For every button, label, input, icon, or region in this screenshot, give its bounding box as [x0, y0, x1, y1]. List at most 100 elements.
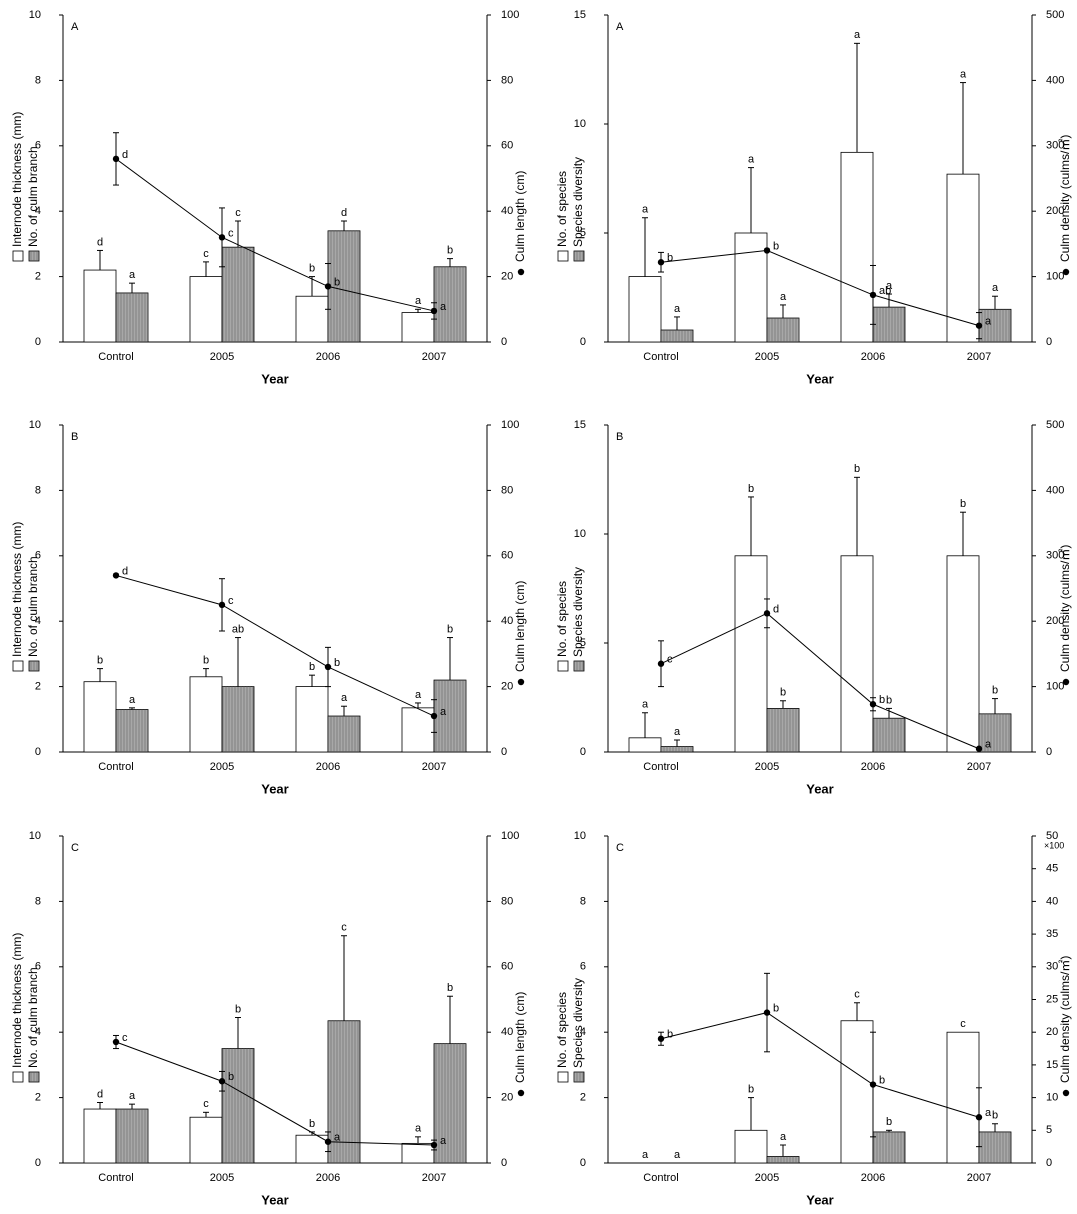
- y2-tick-label: 200: [1046, 615, 1064, 627]
- y2-tick-label: 300: [1046, 140, 1064, 152]
- legend-label: Culm length (cm): [513, 171, 527, 262]
- point: [975, 322, 983, 329]
- bar: [946, 173, 980, 343]
- point: [430, 307, 438, 315]
- y-tick-label: 6: [580, 961, 586, 973]
- legend-label: No. of species: [555, 992, 569, 1068]
- legend-swatch: [557, 1071, 569, 1083]
- point: [112, 1038, 120, 1046]
- y2-tick-label: 15: [1046, 1059, 1058, 1071]
- point: [869, 1081, 877, 1088]
- significance-letter: a: [440, 1135, 447, 1147]
- legend-hatch: [574, 661, 584, 671]
- y-tick-label: 0: [580, 746, 586, 758]
- legend-label: Internode thickness (mm): [10, 933, 24, 1068]
- bar: [946, 1031, 980, 1164]
- bar-hatch: [979, 309, 1011, 342]
- significance-letter: b: [97, 655, 103, 667]
- y2-tick-label: 50: [1046, 830, 1058, 842]
- bar-hatch: [873, 307, 905, 342]
- y2-tick-label: 300: [1046, 550, 1064, 562]
- significance-letter: a: [642, 204, 649, 216]
- x-tick-label: 2005: [210, 761, 234, 773]
- y-tick-label: 6: [35, 961, 41, 973]
- y2-tick-label: 0: [501, 746, 507, 758]
- legend-label: No. of culm branch: [26, 146, 40, 247]
- y2-tick-label: 100: [501, 9, 519, 21]
- legend-marker: [1062, 1089, 1070, 1097]
- significance-letter: a: [992, 282, 999, 294]
- point: [763, 1009, 771, 1016]
- point: [763, 247, 771, 254]
- legend-swatch: [557, 660, 569, 672]
- y2-tick-label: 20: [501, 1092, 513, 1104]
- point: [112, 572, 120, 579]
- legend-swatch: [12, 1071, 24, 1083]
- y2-tick-label: 0: [1046, 336, 1052, 348]
- significance-letter: a: [886, 280, 893, 292]
- significance-letter: a: [642, 699, 649, 711]
- significance-letter: a: [985, 739, 992, 751]
- panel-label: C: [71, 842, 79, 854]
- x-tick-label: 2005: [210, 1172, 234, 1184]
- significance-letter: a: [780, 1131, 787, 1143]
- bar: [189, 276, 223, 343]
- significance-letter: b: [334, 276, 340, 288]
- x-axis-title: Year: [261, 371, 288, 386]
- panel-label: A: [71, 21, 79, 33]
- significance-letter: a: [674, 726, 681, 738]
- significance-letter: d: [97, 1088, 103, 1100]
- x-axis-title: Year: [261, 1192, 288, 1207]
- legend-label: Culm density (culms/㎡): [1058, 956, 1072, 1083]
- point: [324, 663, 332, 671]
- y-tick-label: 10: [29, 419, 41, 431]
- significance-letter: b: [203, 655, 209, 667]
- panel-label: B: [71, 431, 78, 443]
- significance-letter: d: [122, 565, 128, 577]
- bar: [840, 555, 874, 753]
- y-tick-label: 5: [580, 637, 586, 649]
- significance-letter: c: [341, 922, 347, 934]
- y2-tick-label: 5: [1046, 1124, 1052, 1136]
- bar: [83, 269, 117, 343]
- y-tick-label: 10: [29, 9, 41, 21]
- significance-letter: d: [97, 236, 103, 248]
- significance-letter: b: [879, 1074, 885, 1086]
- significance-letter: b: [334, 657, 340, 669]
- y2-tick-label: 500: [1046, 419, 1064, 431]
- x-tick-label: Control: [643, 761, 678, 773]
- y2-tick-label: 80: [501, 895, 513, 907]
- y-tick-label: 15: [574, 9, 586, 21]
- bar: [83, 681, 117, 753]
- y-tick-label: 8: [580, 895, 586, 907]
- y-tick-label: 8: [35, 895, 41, 907]
- significance-letter: b: [854, 463, 860, 475]
- y2-tick-label: 30: [1046, 961, 1058, 973]
- bar: [189, 1116, 223, 1164]
- x-tick-label: 2007: [967, 1172, 991, 1184]
- x-tick-label: 2006: [861, 1172, 885, 1184]
- y2-tick-label: 0: [1046, 1157, 1052, 1169]
- y-tick-label: 0: [580, 1157, 586, 1169]
- bar-hatch: [767, 1156, 799, 1163]
- y2-tick-label: 25: [1046, 993, 1058, 1005]
- significance-letter: c: [228, 227, 234, 239]
- y2-tick-label: 20: [501, 681, 513, 693]
- x-tick-label: 2006: [316, 761, 340, 773]
- legend-swatch: [12, 250, 24, 262]
- bar: [628, 276, 662, 343]
- y2-tick-label: 60: [501, 550, 513, 562]
- legend-label: Internode thickness (mm): [10, 112, 24, 247]
- significance-letter: b: [773, 1002, 779, 1014]
- legend-hatch: [29, 251, 39, 261]
- point: [869, 291, 877, 299]
- point: [112, 155, 120, 163]
- y2-tick-label: 80: [501, 484, 513, 496]
- significance-letter: c: [203, 248, 209, 260]
- significance-letter: a: [748, 154, 755, 166]
- significance-letter: ab: [232, 623, 244, 635]
- significance-letter: c: [203, 1098, 209, 1110]
- legend-label: Internode thickness (mm): [10, 522, 24, 657]
- bar: [840, 151, 874, 343]
- y2-tick-label: 400: [1046, 74, 1064, 86]
